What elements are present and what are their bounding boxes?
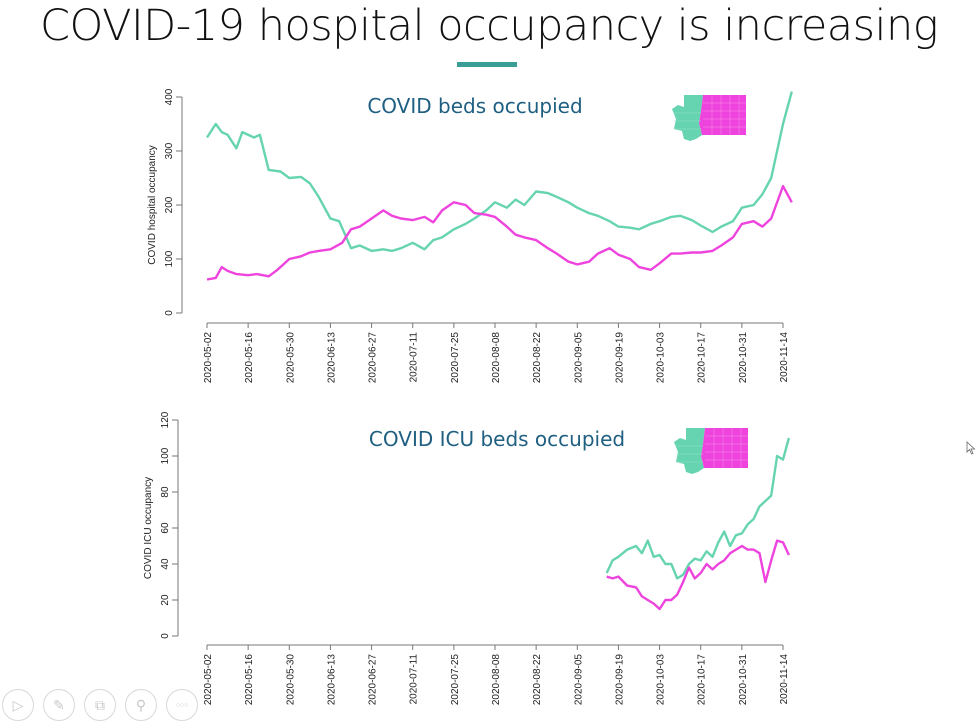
- x-tick-label: 2020-07-25: [450, 332, 461, 384]
- zoom-icon: ⚲: [136, 697, 146, 714]
- x-tick-label: 2020-05-30: [285, 332, 296, 384]
- zoom-button[interactable]: ⚲: [125, 689, 157, 721]
- x-tick-label: 2020-07-11: [409, 654, 420, 705]
- pen-icon: ✎: [53, 697, 65, 714]
- series-line-eastern-wa: [207, 186, 792, 279]
- more-button[interactable]: ○○○: [166, 689, 198, 721]
- y-tick-label: 80: [160, 486, 171, 498]
- western-wa-region: [674, 428, 705, 474]
- x-tick-label: 2020-05-02: [203, 332, 214, 384]
- x-tick-label: 2020-09-05: [573, 332, 584, 384]
- y-tick-label: 120: [160, 411, 171, 428]
- x-tick-label: 2020-07-25: [450, 654, 461, 706]
- y-tick-label: 20: [160, 594, 171, 606]
- series-line-eastern-wa: [607, 541, 789, 609]
- x-tick-label: 2020-10-31: [738, 332, 749, 384]
- x-tick-label: 2020-06-13: [326, 654, 337, 706]
- x-tick-label: 2020-09-19: [614, 654, 625, 706]
- y-tick-label: 40: [160, 558, 171, 570]
- x-tick-label: 2020-10-03: [656, 332, 667, 384]
- x-tick-label: 2020-08-22: [532, 332, 543, 384]
- chart-title: COVID beds occupied: [367, 94, 582, 118]
- y-axis-label: COVID hospital occupancy: [147, 145, 158, 265]
- y-tick-label: 60: [160, 522, 171, 534]
- x-tick-label: 2020-10-03: [656, 654, 667, 706]
- hospital-chart: COVID beds occupied 0 100 200 300 400 COVID ho…: [147, 88, 792, 383]
- x-tick-label: 2020-10-31: [738, 654, 749, 706]
- slides-button[interactable]: ⧉: [84, 689, 116, 721]
- washington-map-legend-icon: [674, 428, 748, 474]
- x-tick-label: 2020-05-30: [285, 654, 296, 706]
- x-tick-label: 2020-11-14: [779, 332, 790, 383]
- slides-icon: ⧉: [95, 697, 105, 714]
- western-wa-region: [672, 95, 703, 141]
- x-tick-label: 2020-10-17: [697, 332, 708, 384]
- y-tick-label: 100: [160, 447, 171, 464]
- x-tick-label: 2020-06-27: [368, 654, 379, 706]
- x-tick-label: 2020-05-16: [244, 654, 255, 706]
- x-tick-label: 2020-10-17: [697, 654, 708, 706]
- y-tick-label: 0: [164, 310, 175, 316]
- more-icon: ○○○: [176, 702, 189, 709]
- x-tick-label: 2020-05-16: [244, 332, 255, 384]
- x-tick-label: 2020-09-05: [573, 654, 584, 706]
- mouse-cursor-icon: [966, 441, 976, 455]
- x-tick-label: 2020-08-22: [532, 654, 543, 706]
- x-tick-label: 2020-07-11: [409, 332, 420, 383]
- icu-chart: COVID ICU beds occupied 0 20 40 60 80 100 120 CO…: [143, 411, 790, 705]
- presentation-toolbar: ▷ ✎ ⧉ ⚲ ○○○: [2, 689, 198, 721]
- play-icon: ▷: [13, 697, 24, 714]
- x-tick-label: 2020-08-08: [491, 654, 502, 706]
- washington-map-legend-icon: [672, 95, 746, 141]
- chart-title: COVID ICU beds occupied: [369, 427, 625, 451]
- x-tick-label: 2020-06-13: [326, 332, 337, 384]
- x-tick-label: 2020-05-02: [203, 654, 214, 706]
- x-tick-label: 2020-09-19: [614, 332, 625, 384]
- y-axis-label: COVID ICU occupancy: [143, 477, 154, 579]
- y-tick-label: 300: [164, 142, 175, 159]
- x-tick-label: 2020-11-14: [779, 654, 790, 705]
- x-tick-label: 2020-08-08: [491, 332, 502, 384]
- y-tick-label: 0: [160, 633, 171, 639]
- y-tick-label: 100: [164, 250, 175, 267]
- y-tick-label: 400: [164, 88, 175, 105]
- play-button[interactable]: ▷: [2, 689, 34, 721]
- y-tick-label: 200: [164, 196, 175, 213]
- x-tick-label: 2020-06-27: [368, 332, 379, 384]
- pen-button[interactable]: ✎: [43, 689, 75, 721]
